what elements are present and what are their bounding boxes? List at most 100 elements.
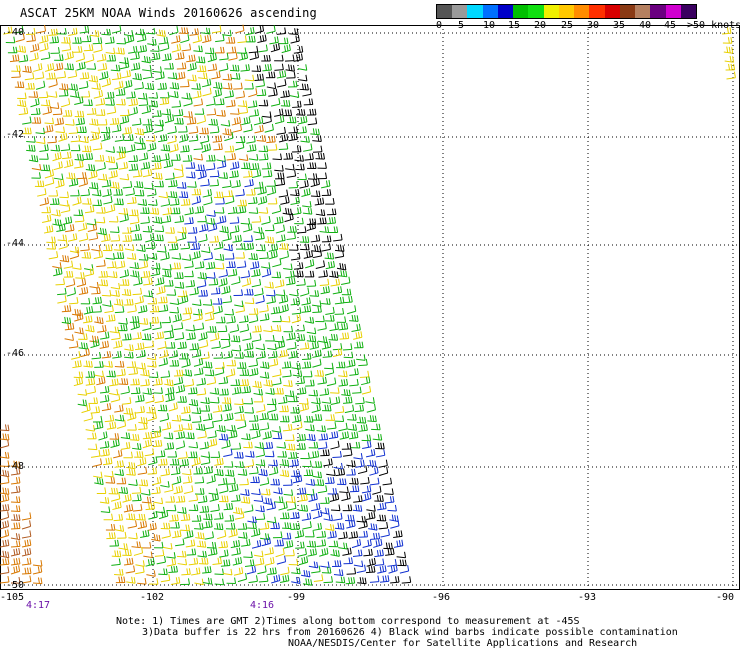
wind-barb bbox=[212, 135, 223, 143]
wind-barb bbox=[370, 532, 381, 540]
wind-barb bbox=[323, 576, 333, 584]
wind-barb bbox=[171, 262, 182, 270]
wind-barb bbox=[244, 74, 255, 82]
wind-barb bbox=[214, 468, 224, 477]
wind-barb bbox=[60, 98, 71, 108]
wind-barb bbox=[205, 217, 216, 225]
wind-barb bbox=[142, 387, 152, 395]
wind-barb bbox=[180, 578, 190, 585]
wind-barb bbox=[310, 128, 320, 136]
wind-barb bbox=[156, 285, 166, 295]
wind-barb bbox=[229, 216, 240, 224]
wind-barb bbox=[101, 233, 111, 242]
wind-barb bbox=[203, 513, 213, 521]
wind-barb bbox=[290, 196, 300, 205]
wind-barb bbox=[303, 250, 314, 259]
wind-barb bbox=[189, 28, 199, 36]
wind-barb bbox=[255, 505, 265, 513]
wind-barb bbox=[267, 143, 278, 151]
wind-barb bbox=[106, 54, 117, 62]
wind-barb bbox=[378, 466, 389, 477]
wind-barb bbox=[114, 198, 124, 206]
wind-barb bbox=[72, 37, 82, 44]
wind-barb bbox=[76, 278, 87, 288]
wind-barb bbox=[271, 205, 282, 214]
wind-barb bbox=[177, 181, 187, 189]
wind-barb bbox=[278, 37, 289, 45]
wind-barb bbox=[119, 173, 130, 181]
wind-barb bbox=[296, 226, 307, 234]
wind-barb bbox=[75, 52, 85, 62]
wind-barb bbox=[63, 260, 74, 269]
wind-barb bbox=[152, 321, 162, 331]
wind-barb bbox=[206, 272, 216, 279]
wind-barb bbox=[268, 358, 279, 367]
wind-barb bbox=[97, 173, 108, 181]
wind-barb bbox=[248, 575, 258, 584]
wind-barb bbox=[397, 559, 407, 567]
wind-barb bbox=[36, 24, 47, 34]
wind-barb bbox=[124, 244, 135, 251]
wind-barb bbox=[0, 520, 10, 530]
wind-barb bbox=[233, 289, 244, 296]
wind-barb bbox=[353, 331, 363, 340]
wind-barb bbox=[264, 123, 274, 133]
wind-barb bbox=[52, 262, 62, 269]
wind-barb bbox=[284, 54, 295, 62]
wind-barb bbox=[230, 539, 241, 549]
wind-barb bbox=[262, 431, 272, 440]
wind-barb bbox=[151, 486, 161, 495]
wind-barb bbox=[177, 341, 187, 350]
wind-barb bbox=[156, 29, 166, 37]
wind-barb bbox=[164, 484, 174, 493]
wind-barb bbox=[216, 109, 226, 117]
wind-barb bbox=[147, 142, 157, 152]
wind-barb bbox=[184, 207, 194, 216]
wind-barb bbox=[299, 180, 309, 189]
wind-barb bbox=[180, 198, 191, 206]
wind-barb bbox=[204, 421, 215, 430]
wind-barb bbox=[142, 64, 152, 72]
wind-barb bbox=[85, 163, 96, 172]
wind-barb bbox=[268, 466, 279, 476]
wind-barb bbox=[253, 226, 263, 234]
wind-barb bbox=[294, 529, 305, 539]
wind-barb bbox=[159, 412, 170, 422]
wind-barb bbox=[324, 366, 335, 376]
wind-barb bbox=[157, 340, 167, 350]
wind-barb bbox=[32, 577, 43, 585]
wind-barb bbox=[288, 558, 299, 566]
wind-barb bbox=[257, 565, 267, 575]
wind-barb bbox=[366, 403, 376, 413]
wind-barb bbox=[237, 468, 248, 476]
wind-barb bbox=[80, 188, 90, 197]
wind-barb bbox=[110, 282, 121, 290]
wind-barb bbox=[373, 538, 383, 548]
wind-barb bbox=[330, 387, 340, 394]
wind-barb bbox=[335, 468, 346, 477]
wind-barb bbox=[56, 71, 67, 79]
wind-barb bbox=[336, 316, 347, 323]
wind-barb bbox=[143, 124, 153, 134]
wind-barb bbox=[129, 315, 140, 323]
wind-barb bbox=[143, 551, 153, 559]
wind-barb bbox=[215, 197, 225, 205]
wind-barb bbox=[176, 62, 187, 70]
wind-barb bbox=[170, 207, 181, 215]
wind-barb bbox=[167, 236, 178, 243]
wind-barb bbox=[126, 461, 136, 470]
wind-barb bbox=[136, 142, 146, 151]
wind-barb bbox=[137, 520, 148, 530]
wind-barb bbox=[125, 565, 136, 574]
wind-barb bbox=[213, 414, 223, 423]
wind-barb bbox=[30, 43, 40, 53]
wind-barb bbox=[306, 327, 317, 335]
wind-barb bbox=[103, 513, 114, 521]
wind-barb bbox=[239, 323, 250, 333]
wind-barb bbox=[226, 153, 236, 161]
wind-barb bbox=[338, 378, 349, 387]
wind-barb bbox=[192, 299, 202, 306]
map-frame bbox=[0, 25, 740, 590]
wind-barb bbox=[182, 423, 193, 431]
wind-barb bbox=[199, 127, 209, 135]
